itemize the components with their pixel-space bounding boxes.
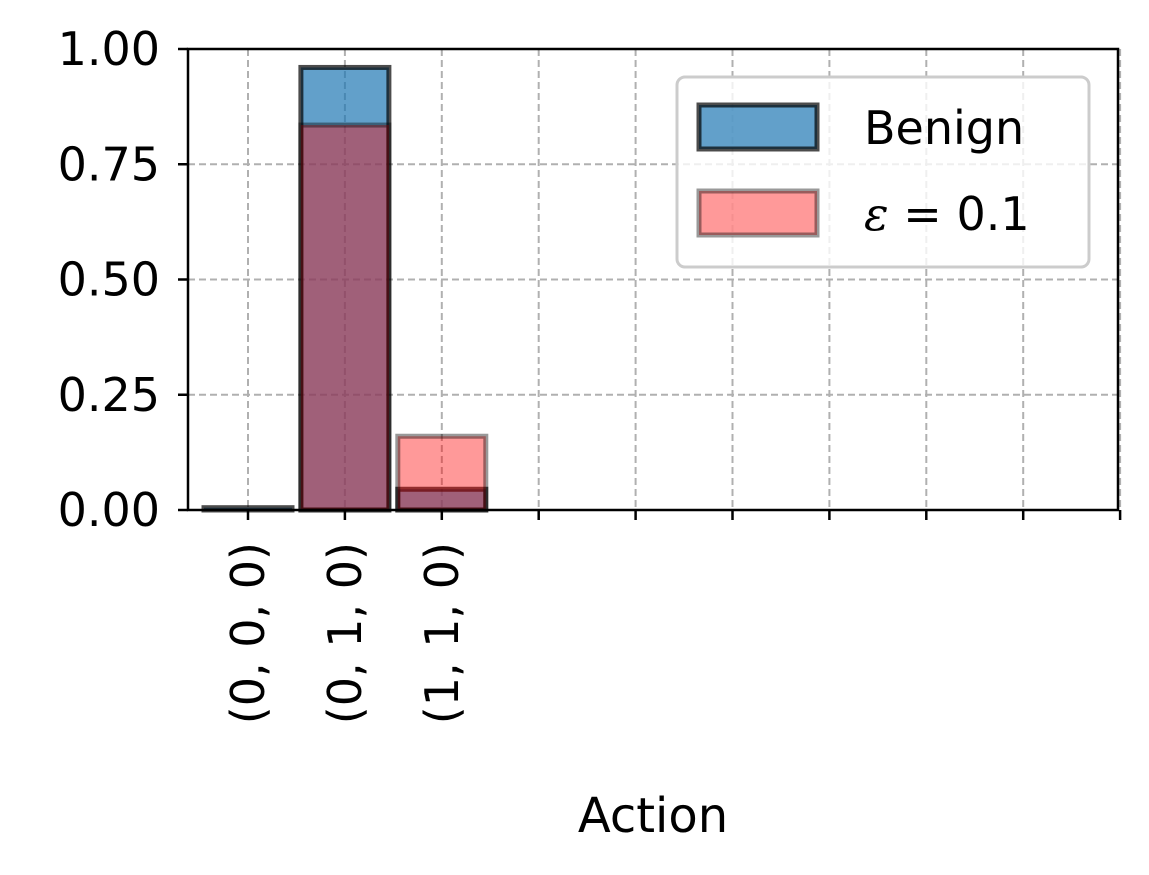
x-axis-label: Action [578,788,728,844]
bars-group [201,64,489,513]
legend-label-benign: Benign [864,101,1024,155]
legend-swatch-benign [696,102,820,152]
bar-eps-2 [395,433,489,513]
legend-swatch-eps [696,188,820,238]
x-ticks-group: (0, 0, 0) (0, 1, 0) (1, 1, 0) [221,510,1122,724]
y-tick-label: 0.00 [58,483,160,537]
x-tick-label: (0, 1, 0) [318,542,372,724]
y-tick-label: 1.00 [58,22,160,76]
x-tick-label: (1, 1, 0) [415,542,469,724]
legend-label-eps: ε = 0.1 [864,187,1030,241]
legend: Benign ε = 0.1 [675,75,1091,269]
bar-eps-1 [298,122,392,513]
legend-eps-value: = 0.1 [889,187,1030,241]
x-tick-label: (0, 0, 0) [221,542,275,724]
y-tick-label: 0.50 [58,253,160,307]
legend-eps-symbol: ε [864,187,889,241]
bar-benign-1 [298,64,392,513]
y-tick-label: 0.75 [58,137,160,191]
y-tick-label: 0.25 [58,368,160,422]
y-ticks-group: 0.00 0.25 0.50 0.75 1.00 [58,22,188,537]
